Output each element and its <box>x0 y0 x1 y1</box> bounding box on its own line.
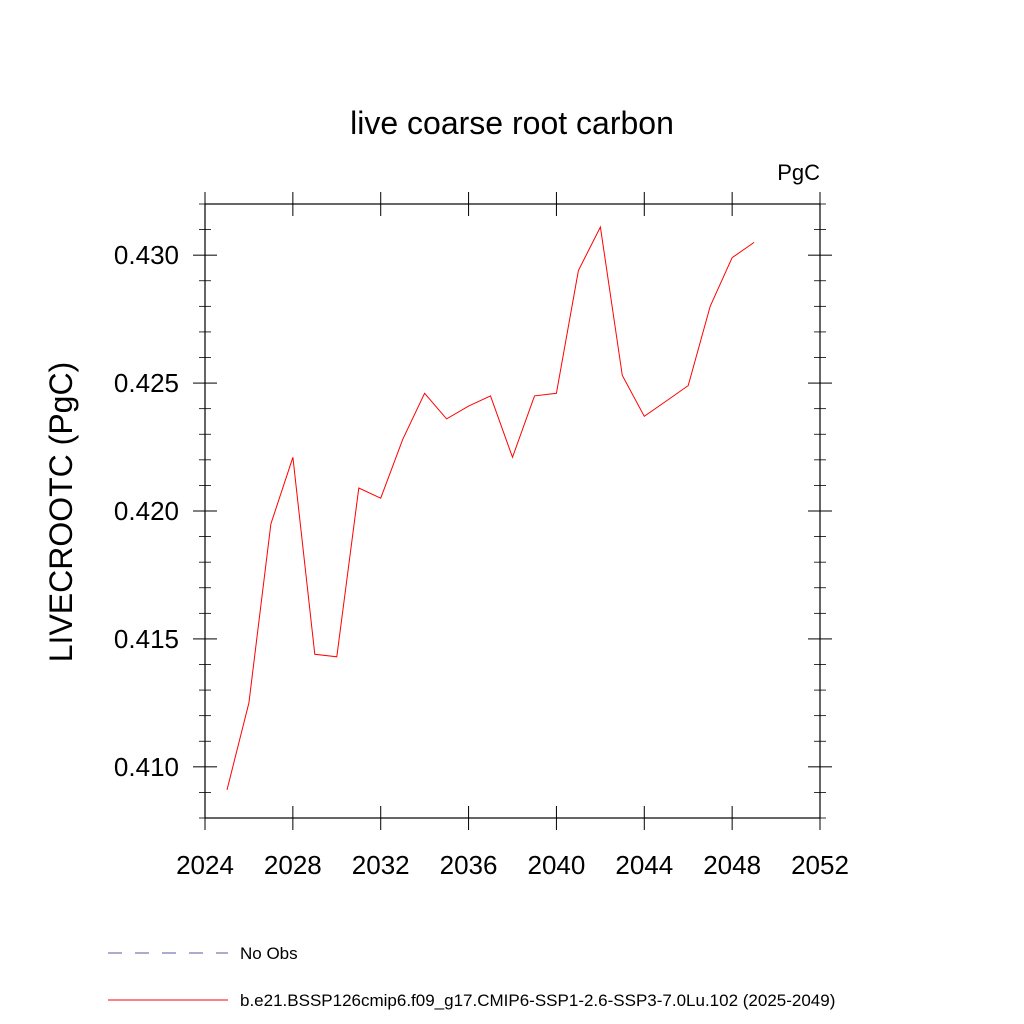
legend-label: No Obs <box>240 944 298 963</box>
legend-label: b.e21.BSSP126cmip6.f09_g17.CMIP6-SSP1-2.… <box>240 991 835 1010</box>
units-label: PgC <box>777 160 820 185</box>
tick-marks <box>193 192 832 830</box>
y-tick-label: 0.425 <box>114 368 179 398</box>
y-tick-label: 0.415 <box>114 624 179 654</box>
y-tick-label: 0.430 <box>114 240 179 270</box>
series-layer <box>226 225 755 791</box>
x-tick-label: 2048 <box>703 850 761 880</box>
legend: No Obs b.e21.BSSP126cmip6.f09_g17.CMIP6-S… <box>108 944 835 1010</box>
series-line <box>226 225 755 791</box>
y-tick-label: 0.410 <box>114 752 179 782</box>
x-tick-label: 2044 <box>615 850 673 880</box>
y-tick-label: 0.420 <box>114 496 179 526</box>
x-tick-label: 2028 <box>264 850 322 880</box>
y-axis-label: LIVECROOTC (PgC) <box>43 362 79 662</box>
x-tick-label: 2040 <box>528 850 586 880</box>
chart-title: live coarse root carbon <box>350 105 674 141</box>
plot-frame <box>204 203 821 819</box>
x-tick-label: 2032 <box>352 850 410 880</box>
x-tick-label: 2052 <box>791 850 849 880</box>
x-tick-label: 2036 <box>440 850 498 880</box>
x-tick-label: 2024 <box>176 850 234 880</box>
tick-labels: 2024 2028 2032 2036 2040 2044 2048 2052 0.410 0.4… <box>114 240 849 880</box>
